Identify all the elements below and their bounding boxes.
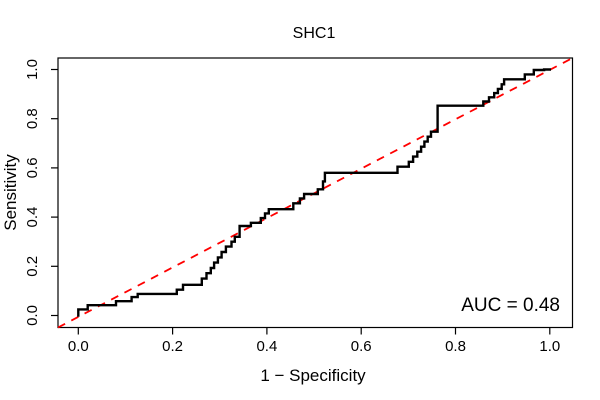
axes: 0.0 0.2 0.4 0.6 0.8 1.0 0.0 0.2 0.4 0.6 0.8 1.0 xyxy=(24,57,574,355)
x-tick-label: 0.2 xyxy=(162,338,183,355)
y-tick-label: 0.4 xyxy=(24,207,41,228)
x-tick-label: 0.8 xyxy=(445,338,466,355)
x-tick-label: 0.6 xyxy=(351,338,372,355)
plot-title: SHC1 xyxy=(293,25,336,42)
y-tick-label: 0.8 xyxy=(24,108,41,129)
roc-curve xyxy=(77,68,551,317)
x-axis-label: 1 − Specificity xyxy=(260,366,366,385)
y-tick-label: 0.2 xyxy=(24,256,41,277)
plot-box xyxy=(57,57,574,329)
x-tick-label: 0.0 xyxy=(68,338,89,355)
y-tick-label: 1.0 xyxy=(24,59,41,80)
x-tick-label: 0.4 xyxy=(256,338,277,355)
y-axis-label: Sensitivity xyxy=(1,154,20,231)
x-tick-label: 1.0 xyxy=(539,338,560,355)
y-tick-label: 0.6 xyxy=(24,157,41,178)
chance-diagonal-line xyxy=(57,57,573,329)
y-tick-label: 0.0 xyxy=(24,305,41,326)
plot-series xyxy=(57,57,573,329)
auc-annotation: AUC = 0.48 xyxy=(461,295,560,316)
